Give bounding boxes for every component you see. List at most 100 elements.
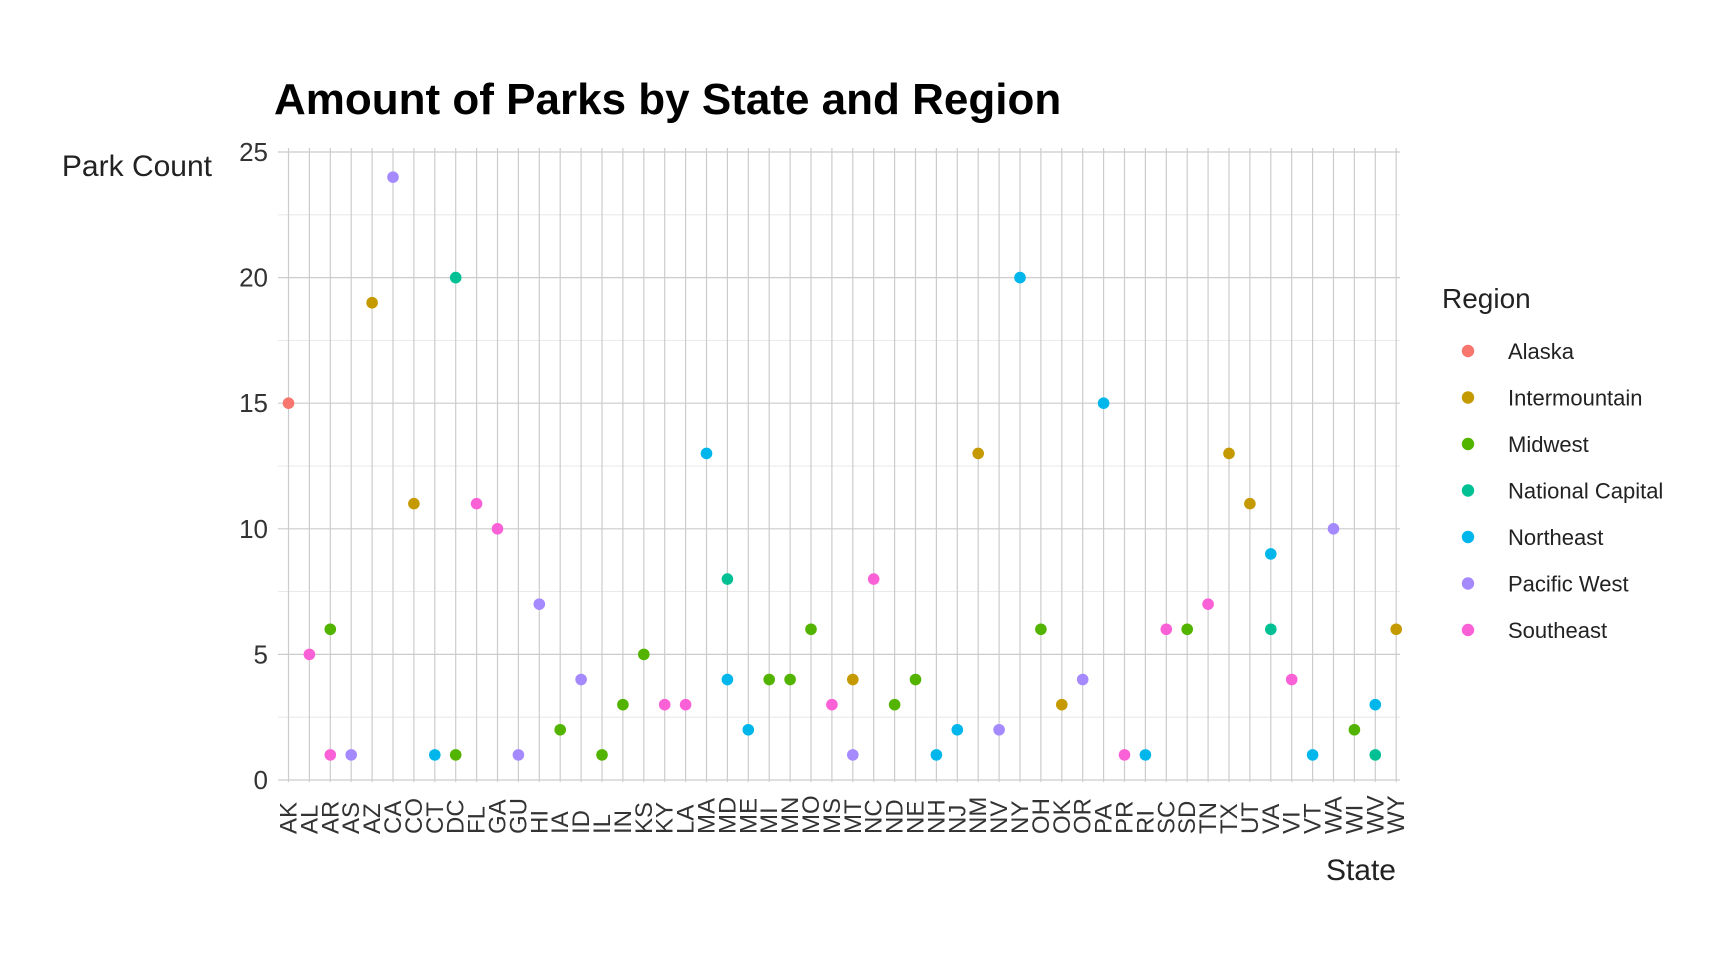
x-tick-label: ID (568, 810, 595, 834)
data-point (742, 723, 755, 736)
data-point (512, 749, 525, 761)
y-tick-label: 15 (239, 388, 268, 418)
y-tick-label: 5 (254, 639, 268, 669)
x-tick-label: OK (1049, 799, 1076, 834)
y-axis-title: Park Count (62, 150, 213, 183)
data-point (1244, 497, 1256, 510)
data-point (303, 648, 316, 661)
legend-key (1461, 344, 1475, 358)
data-point (345, 749, 358, 761)
x-tick-label: GA (485, 799, 512, 834)
data-point (679, 698, 692, 711)
data-point (1097, 397, 1110, 410)
data-point (1160, 623, 1173, 636)
x-tick-label: NE (903, 801, 930, 834)
x-tick-label: WY (1383, 795, 1410, 834)
data-point (1139, 749, 1152, 761)
x-tick-label: MO (798, 795, 825, 834)
x-tick-label: LA (673, 805, 700, 834)
data-point (1202, 598, 1214, 610)
legend-label: Southeast (1508, 618, 1607, 643)
data-point (387, 171, 399, 183)
x-tick-label: IL (589, 814, 616, 834)
x-tick-label: VI (1279, 811, 1306, 834)
x-tick-label: MT (840, 799, 867, 834)
data-point (847, 749, 859, 761)
data-point (449, 271, 462, 284)
x-tick-label: WI (1341, 805, 1368, 834)
data-point (700, 447, 713, 460)
data-point (449, 749, 462, 761)
data-point (1390, 623, 1402, 636)
x-tick-label: AR (317, 801, 344, 834)
legend-key (1461, 623, 1475, 637)
data-point (784, 673, 796, 686)
x-tick-label: WA (1321, 796, 1348, 834)
data-point (805, 623, 817, 636)
x-tick-label: CO (401, 798, 428, 834)
data-point (658, 698, 671, 711)
data-point (1285, 673, 1298, 686)
data-point (1327, 523, 1340, 535)
data-point (951, 723, 964, 736)
data-point (1181, 623, 1193, 636)
x-tick-label: NH (923, 799, 950, 834)
x-tick-label: HI (526, 810, 553, 834)
legend-label: National Capital (1508, 479, 1663, 504)
x-tick-label: IA (547, 811, 574, 834)
legend-label: Intermountain (1508, 386, 1643, 411)
x-tick-label: RI (1132, 810, 1159, 834)
x-tick-label: MS (819, 798, 846, 834)
data-point (888, 698, 901, 711)
y-tick-labels: 0 5 10 15 20 25 (239, 137, 268, 795)
x-tick-label: TN (1195, 802, 1222, 834)
x-tick-label: WV (1362, 795, 1389, 834)
legend: Region Alaska Intermountain Midwest Nationa… (1442, 283, 1663, 643)
data-point (993, 723, 1005, 736)
x-tick-label: VA (1258, 804, 1285, 834)
x-tick-label: TX (1216, 803, 1243, 834)
data-point (554, 723, 566, 736)
x-tick-label: AL (296, 805, 323, 834)
data-point (1035, 623, 1047, 636)
data-point (909, 673, 922, 686)
data-point (721, 673, 734, 686)
legend-key (1461, 391, 1475, 404)
data-point (1118, 749, 1131, 761)
x-tick-label: OR (1070, 798, 1097, 834)
x-tick-label: NM (965, 797, 992, 834)
data-point (1265, 548, 1277, 560)
legend-key (1461, 437, 1475, 451)
x-tick-label: GU (505, 798, 532, 834)
data-point (470, 497, 483, 510)
data-point (930, 749, 943, 761)
x-tick-label: OH (1028, 798, 1055, 834)
data-point (429, 749, 441, 761)
data-point (1369, 698, 1382, 711)
legend-label: Midwest (1508, 432, 1589, 457)
x-tick-label: SD (1174, 801, 1201, 834)
x-tick-label: NC (861, 799, 888, 834)
x-tick-label: NY (1007, 801, 1034, 834)
data-point (847, 673, 859, 686)
x-tick-label: AS (338, 802, 365, 834)
data-point (1306, 749, 1319, 761)
data-points (282, 171, 1402, 761)
x-tick-label: MD (714, 797, 741, 834)
legend-label: Alaska (1508, 339, 1575, 364)
x-tick-label: AZ (359, 803, 386, 834)
x-tick-label: ME (735, 798, 762, 834)
x-tick-label: FL (464, 806, 491, 834)
x-tick-label: KY (652, 802, 679, 834)
x-tick-label: KS (631, 802, 658, 834)
x-tick-label: SC (1153, 801, 1180, 834)
x-tick-label: AK (276, 802, 303, 834)
legend-key (1461, 530, 1475, 544)
data-point (408, 497, 420, 510)
x-axis-title: State (1326, 854, 1396, 887)
data-point (324, 749, 337, 761)
legend-key (1461, 577, 1475, 590)
chart-title: Amount of Parks by State and Region (274, 75, 1061, 124)
data-point (1076, 673, 1089, 686)
